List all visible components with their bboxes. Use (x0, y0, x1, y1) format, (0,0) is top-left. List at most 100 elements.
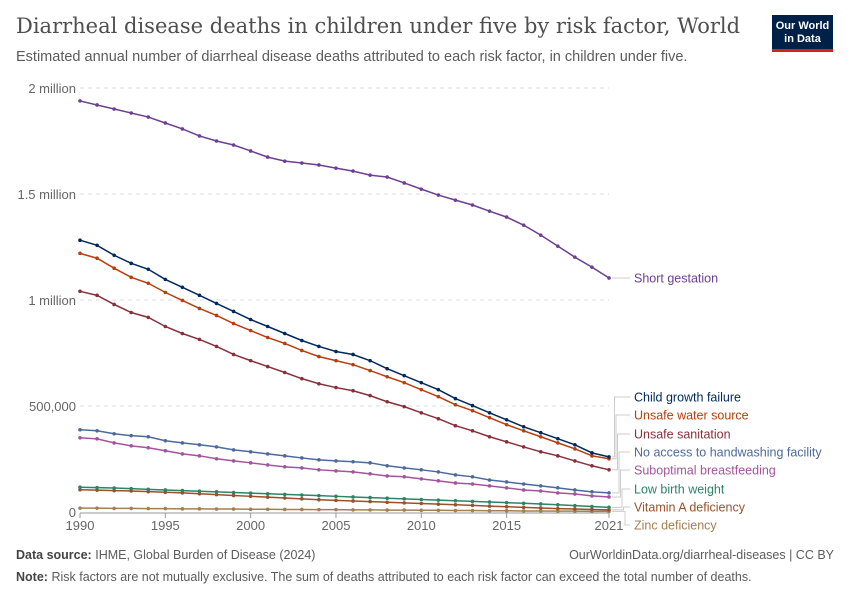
data-point (265, 495, 270, 499)
data-point (334, 459, 338, 463)
series-line (79, 252, 610, 460)
data-point (248, 149, 253, 153)
data-point (351, 470, 355, 474)
data-point (265, 335, 270, 340)
data-point (590, 507, 594, 512)
data-point (573, 459, 577, 463)
data-point (282, 496, 287, 500)
data-point (78, 506, 82, 510)
data-point (78, 485, 82, 489)
data-point (556, 506, 560, 511)
data-point (334, 507, 338, 512)
data-point (129, 261, 133, 266)
source-text[interactable]: IHME, Global Burden of Disease (2024) (95, 548, 316, 562)
data-point (112, 488, 116, 493)
data-point (521, 482, 526, 486)
data-point (78, 436, 82, 440)
data-point (573, 442, 577, 447)
data-point (607, 491, 611, 495)
data-point (129, 486, 133, 491)
data-point (556, 509, 560, 513)
data-point (521, 429, 526, 433)
data-point (590, 265, 594, 269)
data-point (300, 466, 304, 470)
data-point (112, 486, 116, 490)
data-point (385, 175, 389, 179)
data-point (112, 253, 116, 258)
data-point (402, 508, 407, 512)
data-point (504, 215, 509, 219)
data-point (78, 251, 82, 256)
data-point (402, 404, 407, 409)
label-connector (612, 414, 630, 460)
data-point (573, 488, 577, 492)
label-connector (612, 396, 630, 458)
data-point (368, 472, 372, 476)
data-point (197, 491, 202, 496)
data-point (573, 503, 577, 508)
data-point (265, 463, 270, 467)
data-point (436, 193, 441, 197)
data-point (163, 488, 168, 492)
data-point (112, 441, 116, 445)
data-point (231, 507, 236, 511)
data-point (556, 491, 560, 495)
data-point (538, 509, 543, 513)
data-point (129, 275, 133, 280)
data-point (521, 424, 526, 429)
data-point (282, 454, 287, 458)
data-point (538, 506, 543, 510)
data-point (180, 298, 185, 303)
data-point (538, 484, 543, 488)
data-point (590, 463, 594, 468)
footnote: Note: Risk factors are not mutually excl… (16, 570, 752, 584)
source-url[interactable]: OurWorldinData.org/diarrheal-diseases | … (569, 548, 834, 562)
data-point (146, 315, 151, 320)
data-point (95, 488, 99, 492)
data-point (487, 500, 492, 504)
data-point (248, 358, 253, 363)
data-point (248, 491, 253, 495)
data-point (538, 233, 543, 237)
data-point (538, 502, 543, 506)
data-point (385, 496, 389, 501)
series-line (79, 239, 610, 458)
data-point (231, 490, 236, 495)
data-point (112, 302, 116, 307)
data-point (402, 380, 407, 385)
data-point (282, 507, 287, 512)
data-point (300, 348, 304, 353)
data-point (214, 492, 219, 497)
data-point (265, 452, 270, 456)
series-line (79, 290, 610, 471)
label-connector (612, 451, 630, 494)
data-point (487, 504, 492, 508)
data-point (538, 489, 543, 493)
data-point (436, 387, 441, 392)
owid-logo[interactable]: Our World in Data (772, 15, 833, 52)
series-line (80, 507, 609, 513)
data-point (95, 103, 99, 107)
data-point (334, 358, 338, 363)
data-point (197, 293, 202, 298)
data-point (453, 198, 458, 202)
data-point (453, 502, 458, 507)
data-point (402, 475, 407, 479)
data-point (368, 508, 372, 512)
data-point (180, 488, 185, 493)
data-point (556, 486, 560, 490)
data-point (402, 181, 407, 185)
data-point (95, 485, 99, 490)
data-point (197, 454, 202, 458)
series-label: Short gestation (634, 272, 718, 286)
data-point (300, 161, 304, 165)
data-point (590, 504, 594, 509)
label-connector (612, 510, 630, 526)
data-point (231, 459, 236, 463)
data-point (300, 456, 304, 460)
data-point (368, 499, 372, 504)
data-point (214, 507, 219, 511)
x-tick-label: 2005 (322, 518, 351, 533)
data-point (265, 491, 270, 496)
x-tick-label: 2021 (595, 518, 624, 533)
